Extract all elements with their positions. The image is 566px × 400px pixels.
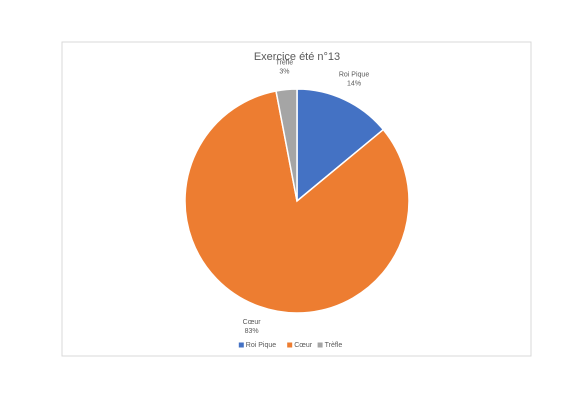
legend-marker xyxy=(238,342,244,348)
legend-label: Roi Pique xyxy=(246,342,276,349)
pie-slice xyxy=(184,90,410,314)
pie-slice xyxy=(275,88,298,202)
data-label-value: 83% xyxy=(245,328,259,335)
legend-label: Trèfle xyxy=(325,342,343,349)
chart-title: Exercice été n°13 xyxy=(254,51,340,63)
data-label-value: 14% xyxy=(347,81,361,88)
legend-marker xyxy=(317,342,323,348)
pie-slice xyxy=(296,88,385,203)
data-label-category: Roi Pique xyxy=(339,72,369,79)
data-label-category: Trèfle xyxy=(276,59,294,66)
legend-label: Cœur xyxy=(294,342,313,349)
legend-marker xyxy=(287,342,293,348)
data-label-category: Cœur xyxy=(243,319,262,326)
data-label-value: 3% xyxy=(279,68,289,75)
